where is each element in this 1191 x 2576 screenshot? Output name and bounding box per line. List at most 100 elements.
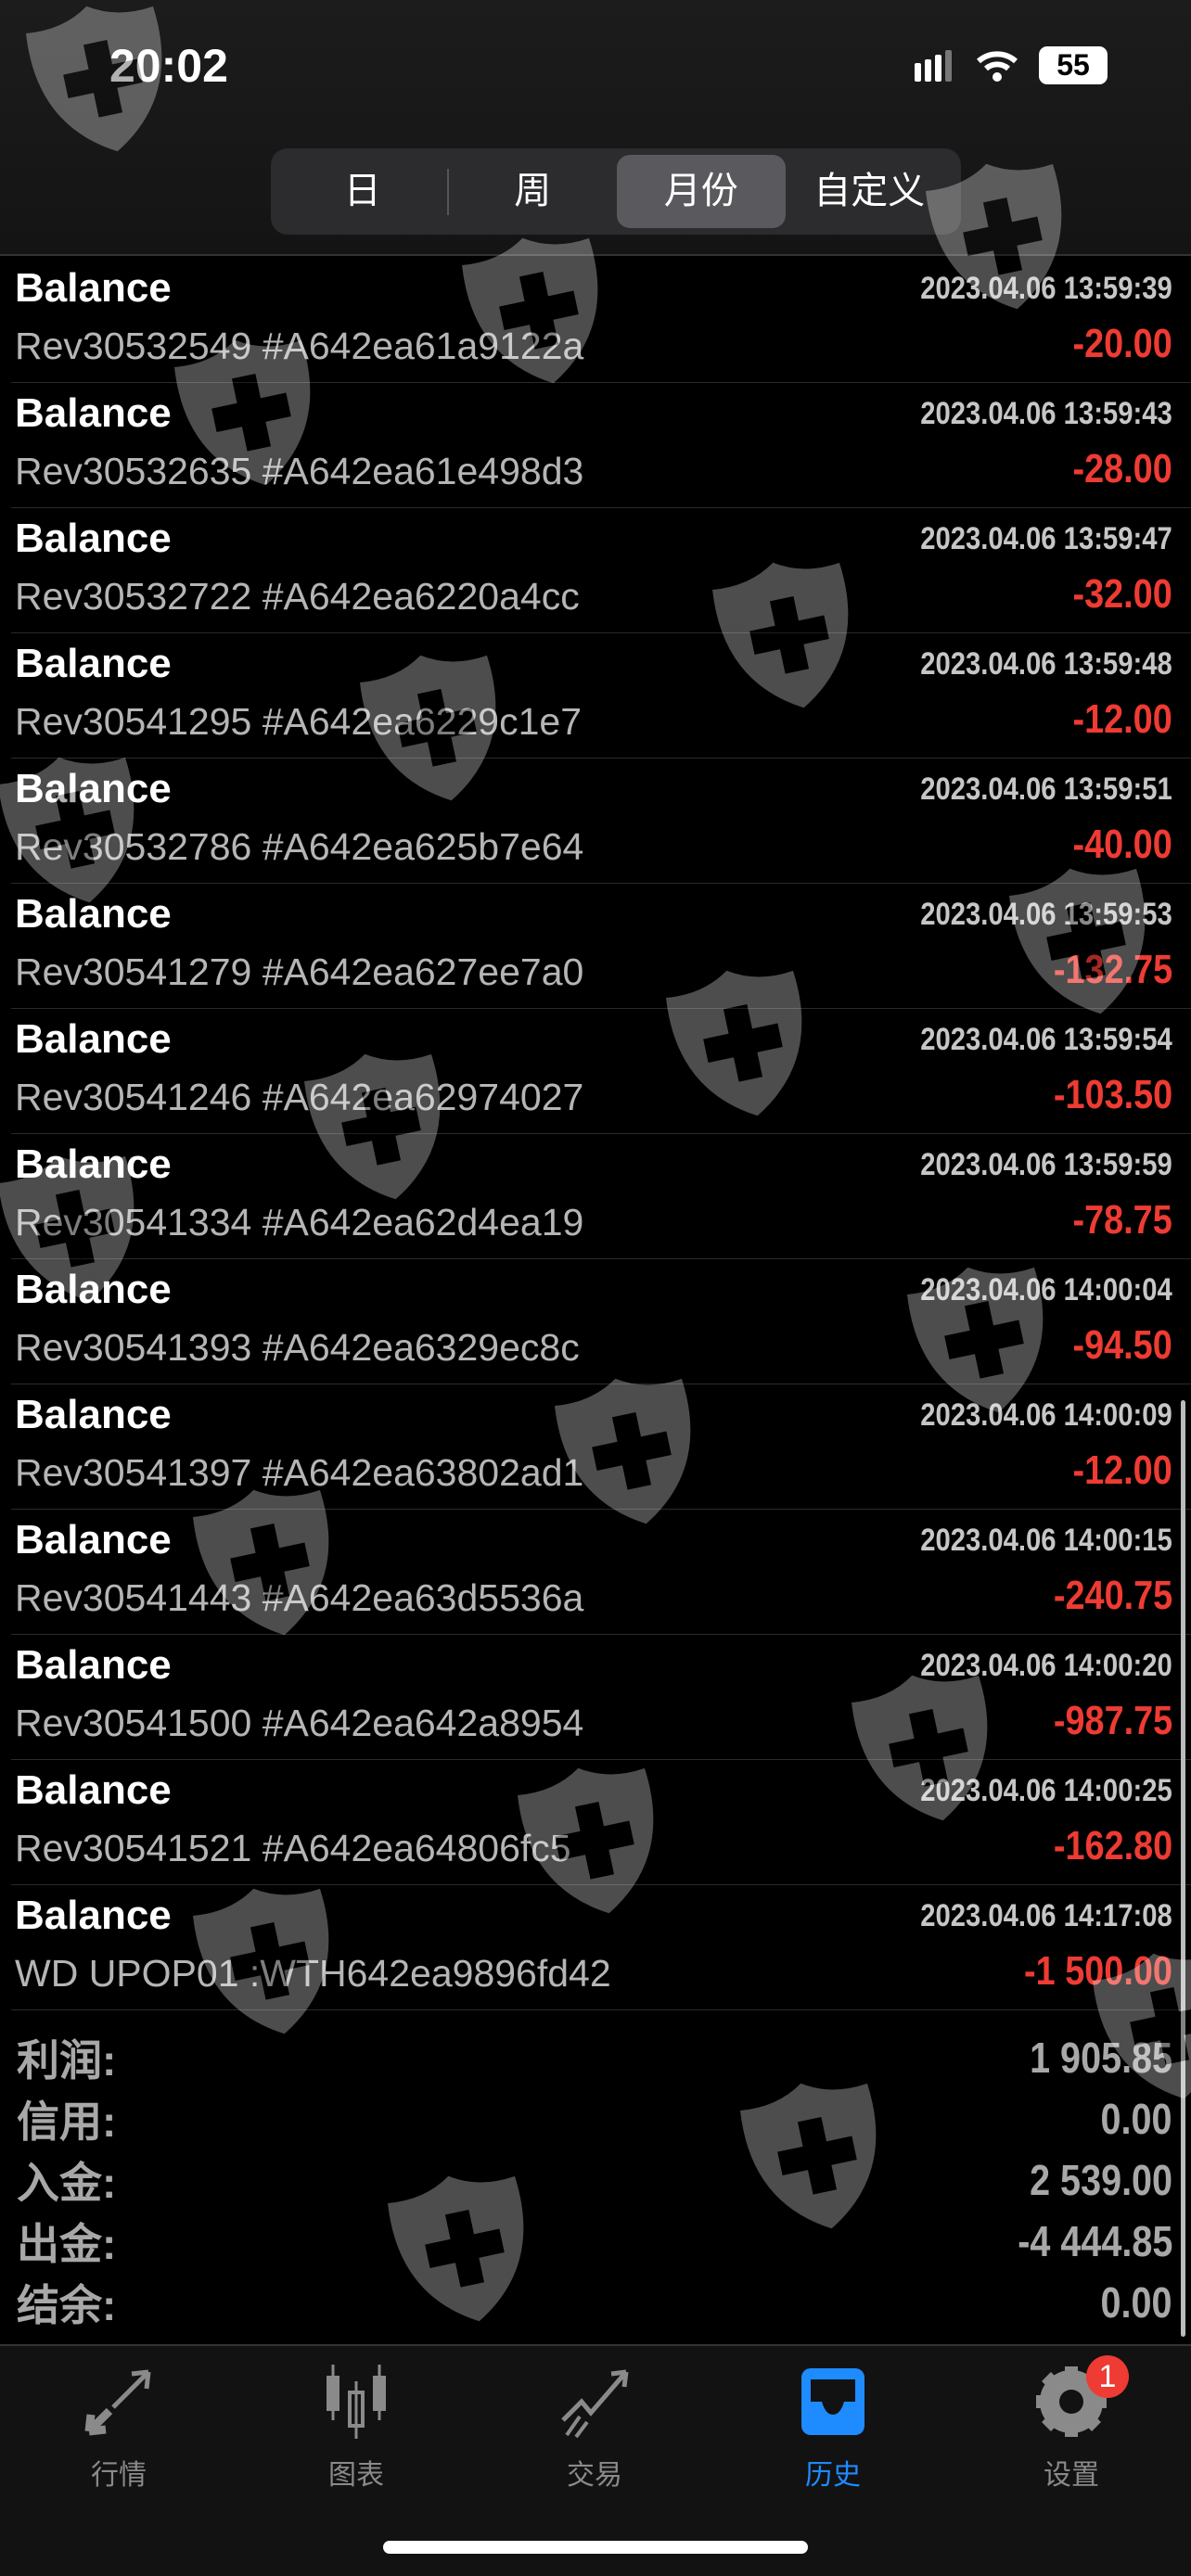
row-description: Rev30541246 #A642ea62974027 (15, 1076, 584, 1118)
row-amount: -162.80 (1053, 1823, 1172, 1868)
row-title: Balance (15, 390, 172, 436)
quotes-arrows-icon (84, 2369, 151, 2436)
segment-week[interactable]: 周 (514, 171, 552, 211)
history-row[interactable]: Balance 2023.04.06 13:59:47 Rev30532722 … (11, 508, 1191, 633)
tab-trade[interactable]: 交易 (520, 2365, 669, 2493)
row-description: Rev30541500 #A642ea642a8954 (15, 1702, 584, 1744)
tab-label: 设置 (1044, 2460, 1099, 2491)
row-date: 2023.04.06 13:59:54 (920, 1022, 1172, 1057)
row-description: Rev30541443 #A642ea63d5536a (15, 1576, 584, 1619)
wifi-icon (977, 50, 1018, 82)
row-amount: -94.50 (1072, 1322, 1172, 1368)
row-amount: -78.75 (1072, 1197, 1172, 1243)
segment-divider (446, 168, 449, 215)
history-row[interactable]: Balance 2023.04.06 14:00:09 Rev30541397 … (11, 1384, 1191, 1510)
summary-label: 利润: (17, 2036, 117, 2085)
tab-settings[interactable]: 1 设置 (997, 2355, 1146, 2493)
home-indicator[interactable] (383, 2541, 808, 2554)
history-row[interactable]: Balance 2023.04.06 14:00:20 Rev30541500 … (11, 1635, 1191, 1760)
history-row[interactable]: Balance 2023.04.06 13:59:53 Rev30541279 … (11, 884, 1191, 1009)
summary-label: 出金: (17, 2220, 117, 2268)
segment-custom[interactable]: 自定义 (813, 171, 926, 211)
history-row[interactable]: Balance 2023.04.06 14:00:15 Rev30541443 … (11, 1510, 1191, 1635)
row-amount: -12.00 (1072, 696, 1172, 742)
header: 20:02 55 日 周 月份 自定义 (0, 0, 1191, 256)
row-title: Balance (15, 1016, 172, 1062)
status-icons: 55 (915, 46, 1108, 84)
history-row[interactable]: Balance 2023.04.06 13:59:51 Rev30532786 … (11, 759, 1191, 884)
row-date: 2023.04.06 14:00:20 (920, 1648, 1172, 1683)
row-date: 2023.04.06 14:00:09 (920, 1397, 1172, 1433)
row-title: Balance (15, 516, 172, 561)
tab-chart[interactable]: 图表 (282, 2365, 430, 2493)
row-date: 2023.04.06 13:59:53 (920, 897, 1172, 932)
status-time: 20:02 (109, 40, 228, 92)
row-description: Rev30532722 #A642ea6220a4cc (15, 575, 580, 618)
row-description: Rev30541397 #A642ea63802ad1 (15, 1451, 584, 1494)
row-amount: -28.00 (1072, 446, 1172, 491)
scrollbar[interactable] (1181, 1400, 1185, 2337)
tab-quotes[interactable]: 行情 (45, 2365, 193, 2493)
row-amount: -1 500.00 (1024, 1948, 1172, 1994)
tab-history[interactable]: 历史 (759, 2365, 907, 2493)
row-description: Rev30532786 #A642ea625b7e64 (15, 825, 584, 868)
history-list: Balance 2023.04.06 13:59:39 Rev30532549 … (0, 258, 1191, 2010)
signal-icon (915, 49, 952, 82)
segment-day[interactable]: 日 (343, 171, 381, 211)
row-title: Balance (15, 1141, 172, 1187)
history-row[interactable]: Balance 2023.04.06 13:59:39 Rev30532549 … (11, 258, 1191, 383)
history-row[interactable]: Balance 2023.04.06 14:00:04 Rev30541393 … (11, 1259, 1191, 1384)
row-date: 2023.04.06 13:59:51 (920, 772, 1172, 807)
summary-value: 1 905.85 (1030, 2034, 1172, 2082)
tab-label: 行情 (91, 2460, 147, 2491)
row-title: Balance (15, 766, 172, 811)
row-description: Rev30532549 #A642ea61a9122a (15, 325, 584, 367)
row-title: Balance (15, 1767, 172, 1813)
row-date: 2023.04.06 14:00:15 (920, 1523, 1172, 1558)
row-amount: -987.75 (1053, 1698, 1172, 1743)
history-row[interactable]: Balance 2023.04.06 14:00:25 Rev30541521 … (11, 1760, 1191, 1885)
notification-badge: 1 (1086, 2355, 1129, 2398)
summary-row: 信用: 0.00 (17, 2088, 1172, 2149)
row-title: Balance (15, 891, 172, 937)
row-description: Rev30541334 #A642ea62d4ea19 (15, 1201, 584, 1243)
candlestick-icon (327, 2365, 386, 2439)
history-row[interactable]: Balance 2023.04.06 13:59:59 Rev30541334 … (11, 1134, 1191, 1259)
row-date: 2023.04.06 13:59:43 (920, 396, 1172, 431)
summary-label: 信用: (17, 2098, 117, 2146)
row-title: Balance (15, 1893, 172, 1938)
summary-row: 出金: -4 444.85 (17, 2211, 1172, 2272)
row-amount: -40.00 (1072, 822, 1172, 867)
summary-row: 结余: 0.00 (17, 2272, 1172, 2333)
row-amount: -12.00 (1072, 1447, 1172, 1493)
row-amount: -103.50 (1053, 1072, 1172, 1117)
row-description: Rev30541393 #A642ea6329ec8c (15, 1326, 580, 1369)
summary-label: 结余: (17, 2281, 117, 2329)
tab-label: 交易 (567, 2460, 622, 2491)
row-date: 2023.04.06 13:59:47 (920, 521, 1172, 556)
row-title: Balance (15, 1517, 172, 1562)
row-date: 2023.04.06 13:59:39 (920, 271, 1172, 306)
summary-row: 入金: 2 539.00 (17, 2149, 1172, 2211)
row-title: Balance (15, 265, 172, 311)
history-row[interactable]: Balance 2023.04.06 14:17:08 WD UPOP01 :W… (11, 1885, 1191, 2010)
row-description: Rev30541295 #A642ea6229c1e7 (15, 700, 582, 743)
row-date: 2023.04.06 13:59:59 (920, 1147, 1172, 1182)
row-title: Balance (15, 1392, 172, 1437)
battery-level: 55 (1039, 46, 1108, 84)
row-description: Rev30541279 #A642ea627ee7a0 (15, 950, 584, 993)
inbox-history-icon (801, 2368, 864, 2435)
summary-value: 0.00 (1101, 2278, 1172, 2327)
history-row[interactable]: Balance 2023.04.06 13:59:43 Rev30532635 … (11, 383, 1191, 508)
row-description: WD UPOP01 :WTH642ea9896fd42 (15, 1952, 611, 1995)
row-title: Balance (15, 1642, 172, 1688)
history-row[interactable]: Balance 2023.04.06 13:59:48 Rev30541295 … (11, 633, 1191, 759)
tab-label: 图表 (328, 2460, 384, 2491)
history-row[interactable]: Balance 2023.04.06 13:59:54 Rev30541246 … (11, 1009, 1191, 1134)
segment-month[interactable]: 月份 (617, 155, 786, 228)
row-amount: -32.00 (1072, 571, 1172, 617)
summary-label: 入金: (17, 2159, 117, 2207)
summary-row: 利润: 1 905.85 (17, 2027, 1172, 2088)
row-amount: -20.00 (1072, 321, 1172, 366)
row-amount: -132.75 (1053, 947, 1172, 992)
